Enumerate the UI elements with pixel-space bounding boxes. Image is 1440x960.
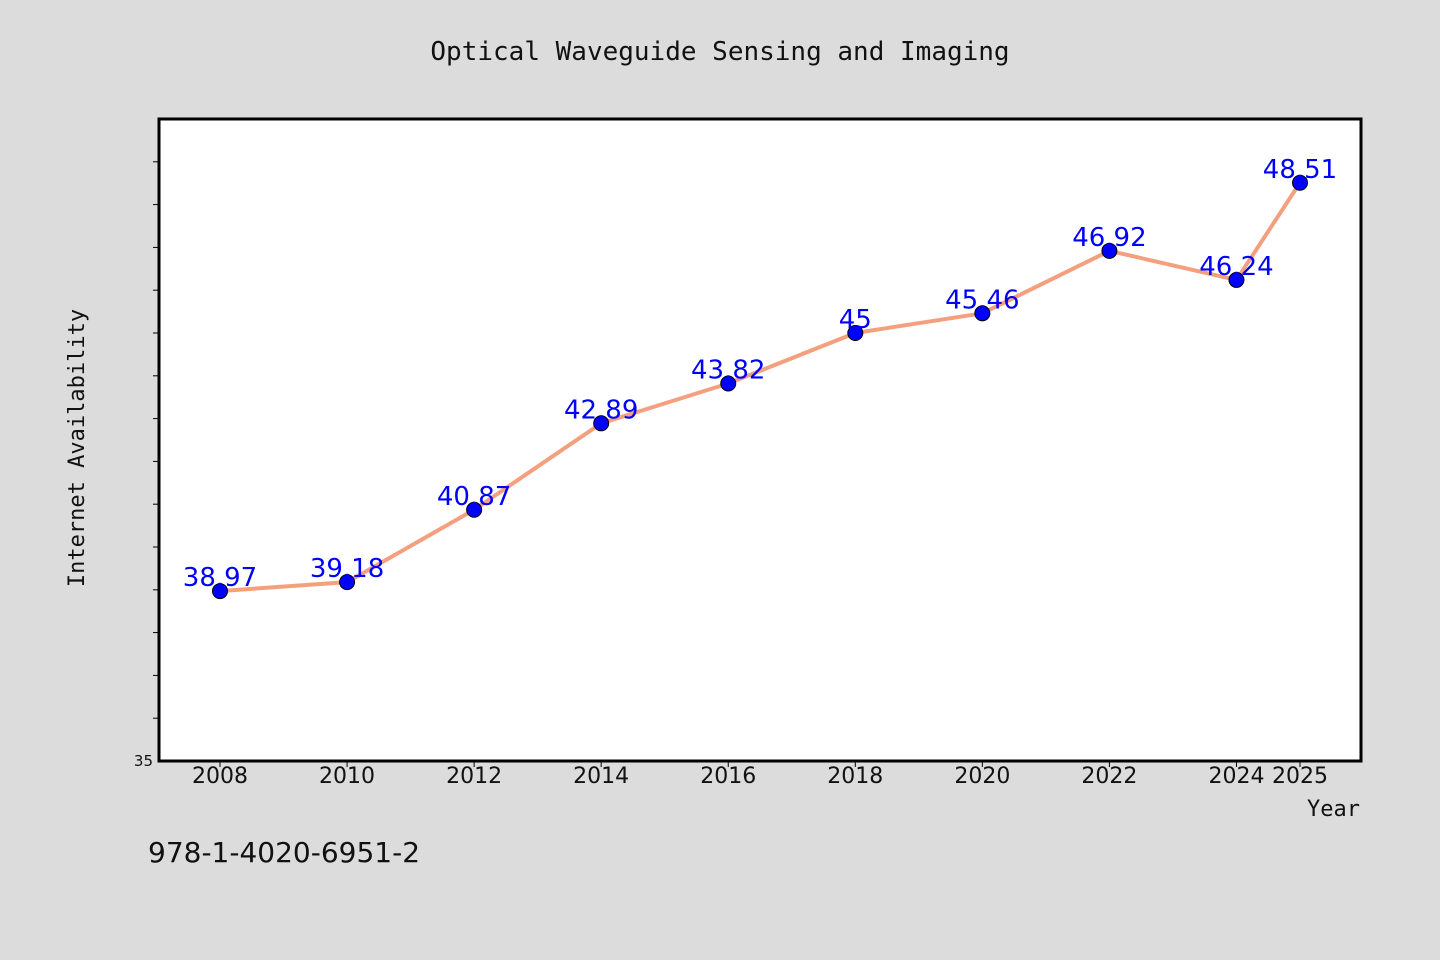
data-label: 45.46	[945, 285, 1019, 315]
x-tick-label: 2014	[573, 764, 629, 789]
data-point	[1292, 174, 1308, 191]
x-tick-label: 2024	[1208, 764, 1264, 789]
footer-code: 978-1-4020-6951-2	[148, 836, 420, 869]
x-tick-label: 2018	[827, 764, 883, 789]
plot-area	[157, 117, 1363, 763]
x-axis-ticks: 2008 2010 2012 2014 2016 2018 2020 2022 2024 2025	[192, 761, 1328, 789]
data-label: 42.89	[564, 395, 638, 425]
data-label: 38.97	[183, 563, 257, 593]
data-point	[212, 583, 228, 600]
data-label: 48.51	[1263, 155, 1337, 185]
data-label: 46.24	[1199, 252, 1273, 282]
x-tick-label: 2012	[446, 764, 502, 789]
x-tick-label: 2008	[192, 764, 248, 789]
y-tick-label: 35	[134, 752, 153, 770]
data-point	[720, 375, 737, 392]
x-tick-label: 2025	[1272, 764, 1328, 789]
x-tick-label: 2010	[319, 764, 375, 789]
data-label: 39.18	[310, 554, 384, 584]
data-label: 40.87	[437, 482, 511, 512]
x-tick-label: 2016	[700, 764, 756, 789]
data-point	[847, 325, 864, 341]
data-label: 45	[839, 305, 872, 335]
y-axis-ticks: 35	[134, 161, 159, 770]
x-tick-label: 2020	[954, 764, 1010, 789]
data-label: 46.92	[1072, 223, 1146, 253]
data-point	[593, 415, 610, 432]
data-point	[1101, 242, 1118, 259]
data-label: 43.82	[691, 356, 765, 386]
chart-title: Optical Waveguide Sensing and Imaging	[430, 37, 1009, 67]
data-labels: 38.97 39.18 40.87 42.89 43.82 45 45.46 46.92 46.…	[183, 155, 1337, 593]
data-point	[466, 501, 483, 518]
series-markers	[212, 174, 1308, 600]
data-point	[339, 574, 356, 591]
data-point	[1228, 271, 1245, 288]
data-point	[974, 305, 991, 322]
x-axis-label: Year	[1307, 797, 1360, 822]
y-axis-label: Internet Availability	[65, 309, 90, 587]
x-tick-label: 2022	[1081, 764, 1137, 789]
series-line	[219, 181, 1302, 594]
